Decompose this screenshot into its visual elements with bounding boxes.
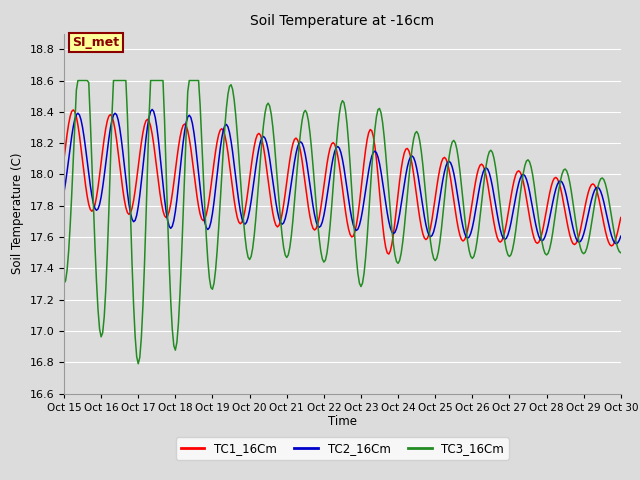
- TC2_16Cm: [410, 155, 417, 160]
- TC2_16Cm: [148, 107, 156, 112]
- TC3_16Cm: [399, 240, 406, 245]
- TC3_16Cm: [167, 298, 175, 304]
- TC3_16Cm: [552, 208, 559, 214]
- TC3_16Cm: [74, 78, 82, 84]
- TC2_16Cm: [550, 192, 558, 198]
- TC3_16Cm: [60, 280, 68, 286]
- Y-axis label: Soil Temperature (C): Soil Temperature (C): [11, 153, 24, 275]
- TC1_16Cm: [412, 181, 419, 187]
- TC2_16Cm: [76, 112, 83, 118]
- TC3_16Cm: [77, 78, 85, 84]
- Line: TC2_16Cm: TC2_16Cm: [64, 109, 621, 244]
- TC3_16Cm: [380, 134, 388, 140]
- TC2_16Cm: [617, 233, 625, 239]
- TC1_16Cm: [165, 208, 173, 214]
- TC1_16Cm: [552, 175, 559, 180]
- TC3_16Cm: [617, 250, 625, 256]
- TC3_16Cm: [134, 361, 142, 367]
- TC3_16Cm: [412, 131, 419, 136]
- Text: SI_met: SI_met: [72, 36, 120, 49]
- TC1_16Cm: [69, 107, 77, 113]
- Title: Soil Temperature at -16cm: Soil Temperature at -16cm: [250, 14, 435, 28]
- TC2_16Cm: [165, 223, 173, 229]
- TC1_16Cm: [385, 251, 392, 257]
- TC1_16Cm: [617, 215, 625, 220]
- TC1_16Cm: [77, 145, 85, 151]
- TC2_16Cm: [612, 241, 620, 247]
- TC2_16Cm: [379, 179, 387, 185]
- TC2_16Cm: [60, 189, 68, 195]
- Line: TC1_16Cm: TC1_16Cm: [64, 110, 621, 254]
- TC2_16Cm: [397, 202, 405, 207]
- Line: TC3_16Cm: TC3_16Cm: [64, 81, 621, 364]
- Legend: TC1_16Cm, TC2_16Cm, TC3_16Cm: TC1_16Cm, TC2_16Cm, TC3_16Cm: [176, 437, 509, 460]
- TC1_16Cm: [379, 222, 387, 228]
- X-axis label: Time: Time: [328, 415, 357, 429]
- TC1_16Cm: [399, 157, 406, 163]
- TC1_16Cm: [60, 156, 68, 162]
